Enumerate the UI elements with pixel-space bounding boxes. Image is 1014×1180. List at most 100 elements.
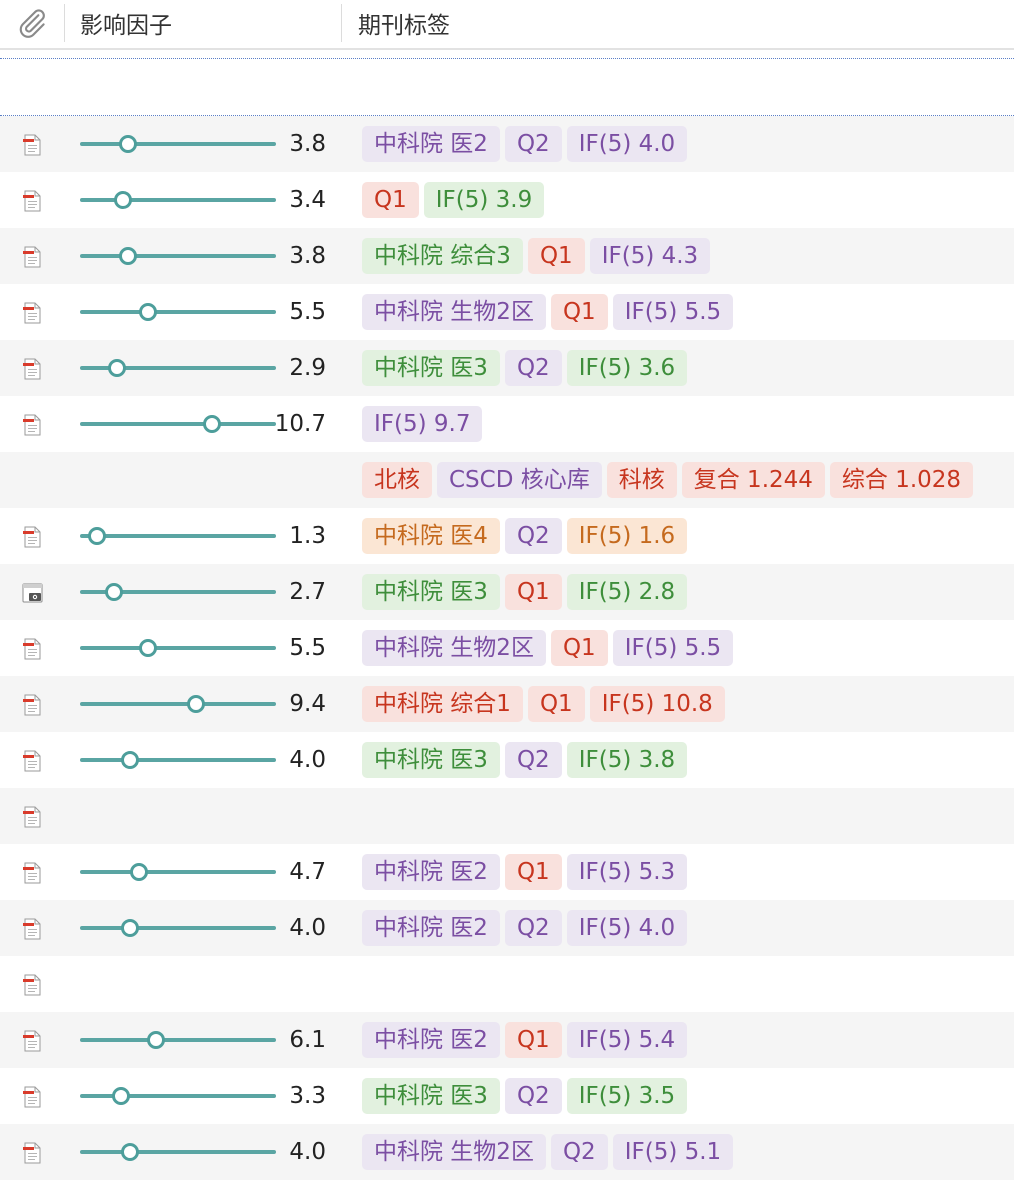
journal-tag[interactable]: IF(5) 3.5 [566, 1078, 688, 1114]
table-row[interactable]: 北核 CSCD 核心库 科核 复合 1.244 综合 1.028 [0, 452, 1014, 508]
journal-tag[interactable]: 中科院 综合3 [362, 238, 523, 274]
impact-factor-slider[interactable] [80, 1087, 276, 1105]
journal-tag[interactable]: 中科院 生物2区 [362, 294, 546, 330]
impact-factor-slider[interactable] [80, 415, 276, 433]
impact-factor-slider[interactable] [80, 583, 276, 601]
table-row[interactable]: 3.3 中科院 医3 Q2 IF(5) 3.5 [0, 1068, 1014, 1124]
journal-tag[interactable]: 中科院 医3 [362, 350, 500, 386]
table-row[interactable]: 9.4 中科院 综合1 Q1 IF(5) 10.8 [0, 676, 1014, 732]
impact-factor-slider[interactable] [80, 919, 276, 937]
slider-knob[interactable] [139, 303, 158, 321]
journal-tag[interactable]: 中科院 医3 [362, 742, 500, 778]
journal-tag[interactable]: 中科院 医2 [362, 126, 500, 162]
journal-tag[interactable]: 中科院 生物2区 [362, 630, 546, 666]
table-row[interactable]: 2.9 中科院 医3 Q2 IF(5) 3.6 [0, 340, 1014, 396]
impact-factor-slider[interactable] [80, 247, 276, 265]
journal-tag[interactable]: Q1 [504, 854, 562, 890]
journal-tag[interactable]: Q1 [504, 574, 562, 610]
table-row[interactable]: 3.4 Q1 IF(5) 3.9 [0, 172, 1014, 228]
table-row[interactable]: 4.0 中科院 医2 Q2 IF(5) 4.0 [0, 900, 1014, 956]
journal-tag[interactable]: 中科院 医2 [362, 854, 500, 890]
table-row[interactable]: 10.7 IF(5) 9.7 [0, 396, 1014, 452]
journal-tag[interactable]: IF(5) 10.8 [589, 686, 725, 722]
journal-tag[interactable]: IF(5) 4.0 [566, 126, 688, 162]
impact-factor-slider[interactable] [80, 751, 276, 769]
impact-factor-slider[interactable] [80, 191, 276, 209]
pdf-icon[interactable] [21, 917, 45, 941]
journal-tag[interactable]: Q1 [527, 238, 585, 274]
journal-tag[interactable]: 中科院 医3 [362, 574, 500, 610]
journal-tag[interactable]: 中科院 生物2区 [362, 1134, 546, 1170]
journal-tag[interactable]: IF(5) 1.6 [566, 518, 688, 554]
pdf-icon[interactable] [21, 413, 45, 437]
table-row[interactable] [0, 956, 1014, 1012]
pdf-icon[interactable] [21, 861, 45, 885]
table-row[interactable]: 2.7 中科院 医3 Q1 IF(5) 2.8 [0, 564, 1014, 620]
journal-tag[interactable]: Q2 [504, 742, 562, 778]
journal-tag[interactable]: Q2 [504, 350, 562, 386]
journal-tag[interactable]: Q1 [504, 1022, 562, 1058]
impact-factor-slider[interactable] [80, 863, 276, 881]
impact-factor-slider[interactable] [80, 1031, 276, 1049]
journal-tag[interactable]: 中科院 医3 [362, 1078, 500, 1114]
pdf-icon[interactable] [21, 1141, 45, 1165]
slider-knob[interactable] [121, 1143, 139, 1161]
pdf-icon[interactable] [21, 245, 45, 269]
journal-tag[interactable]: 科核 [606, 462, 677, 498]
slider-knob[interactable] [121, 751, 139, 769]
pdf-icon[interactable] [21, 357, 45, 381]
pdf-icon[interactable] [21, 749, 45, 773]
slider-knob[interactable] [105, 583, 124, 601]
journal-tag[interactable]: 中科院 医2 [362, 1022, 500, 1058]
slider-knob[interactable] [146, 1031, 165, 1049]
journal-tag[interactable]: 中科院 综合1 [362, 686, 523, 722]
slider-knob[interactable] [118, 135, 137, 153]
table-row[interactable]: 1.3 中科院 医4 Q2 IF(5) 1.6 [0, 508, 1014, 564]
pdf-icon[interactable] [21, 189, 45, 213]
journal-tag[interactable]: 综合 1.028 [829, 462, 974, 498]
journal-tag[interactable]: IF(5) 5.4 [566, 1022, 688, 1058]
impact-factor-slider[interactable] [80, 359, 276, 377]
journal-tag[interactable]: 复合 1.244 [681, 462, 825, 498]
slider-knob[interactable] [187, 695, 206, 713]
slider-knob[interactable] [113, 191, 132, 209]
impact-factor-slider[interactable] [80, 695, 276, 713]
column-attachments[interactable] [0, 4, 65, 42]
journal-tag[interactable]: CSCD 核心库 [437, 462, 602, 498]
journal-tag[interactable]: 中科院 医2 [362, 910, 500, 946]
slider-knob[interactable] [118, 247, 137, 265]
journal-tag[interactable]: Q1 [550, 294, 608, 330]
slider-knob[interactable] [107, 359, 126, 377]
slider-knob[interactable] [129, 863, 148, 881]
table-row[interactable]: 4.0 中科院 生物2区 Q2 IF(5) 5.1 [0, 1124, 1014, 1180]
journal-tag[interactable]: IF(5) 4.3 [589, 238, 711, 274]
pdf-icon[interactable] [21, 637, 45, 661]
journal-tag[interactable]: Q2 [504, 126, 562, 162]
pdf-icon[interactable] [21, 805, 45, 829]
table-row[interactable]: 3.8 中科院 综合3 Q1 IF(5) 4.3 [0, 228, 1014, 284]
table-row[interactable]: 5.5 中科院 生物2区 Q1 IF(5) 5.5 [0, 284, 1014, 340]
journal-tag[interactable]: IF(5) 3.9 [423, 182, 545, 218]
journal-tag[interactable]: Q2 [504, 518, 562, 554]
journal-tag[interactable]: IF(5) 4.0 [566, 910, 688, 946]
table-row[interactable]: 6.1 中科院 医2 Q1 IF(5) 5.4 [0, 1012, 1014, 1068]
impact-factor-slider[interactable] [80, 135, 276, 153]
pdf-icon[interactable] [21, 1085, 45, 1109]
slider-knob[interactable] [87, 527, 106, 545]
table-row[interactable]: 4.7 中科院 医2 Q1 IF(5) 5.3 [0, 844, 1014, 900]
pdf-icon[interactable] [21, 133, 45, 157]
pdf-icon[interactable] [21, 525, 45, 549]
slider-knob[interactable] [139, 639, 158, 657]
snapshot-icon[interactable] [21, 581, 45, 605]
impact-factor-slider[interactable] [80, 303, 276, 321]
journal-tag[interactable]: Q1 [527, 686, 585, 722]
journal-tag[interactable]: IF(5) 5.5 [612, 294, 734, 330]
journal-tag[interactable]: IF(5) 3.8 [566, 742, 688, 778]
journal-tag[interactable]: Q2 [504, 1078, 562, 1114]
journal-tag[interactable]: IF(5) 9.7 [362, 406, 483, 442]
impact-factor-slider[interactable] [80, 527, 276, 545]
impact-factor-slider[interactable] [80, 639, 276, 657]
table-row[interactable]: 3.8 中科院 医2 Q2 IF(5) 4.0 [0, 116, 1014, 172]
slider-knob[interactable] [121, 919, 139, 937]
journal-tag[interactable]: Q1 [550, 630, 608, 666]
